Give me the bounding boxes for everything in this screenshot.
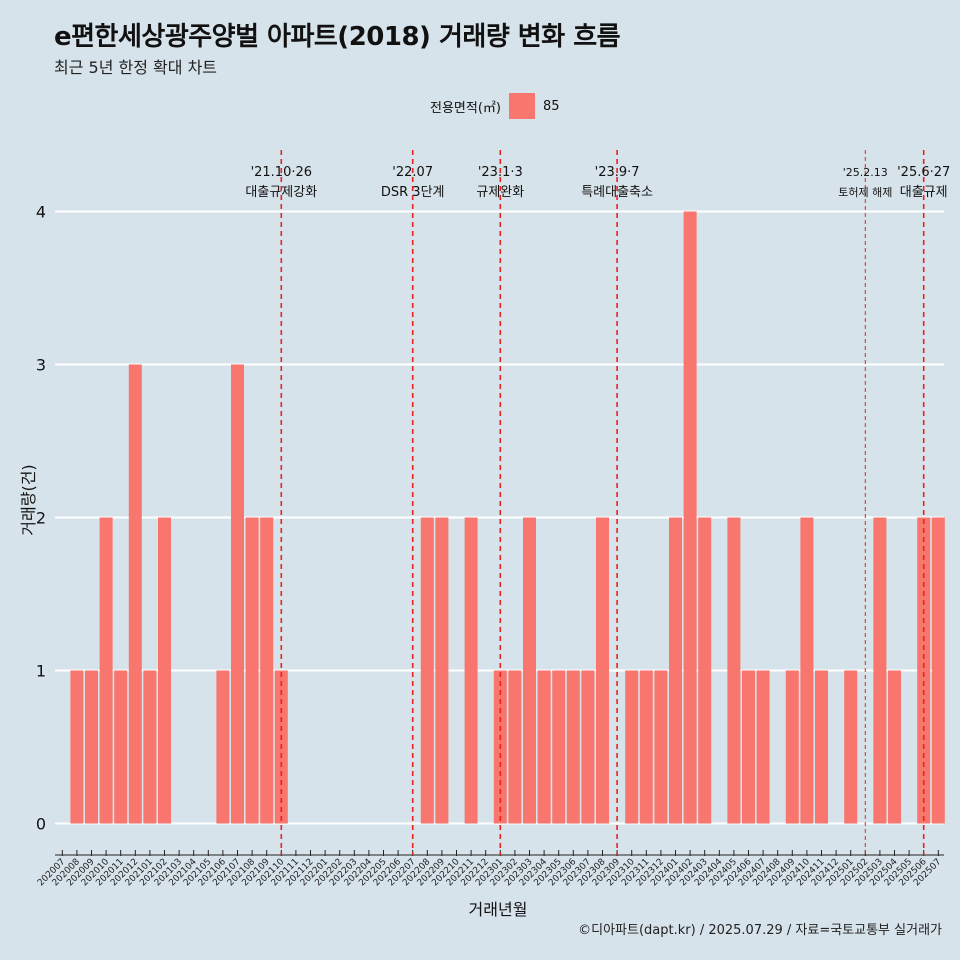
annotation-label: '21.10·26 [251, 165, 312, 180]
chart-subtitle: 최근 5년 한정 확대 차트 [54, 58, 218, 77]
bar [639, 670, 653, 824]
y-axis-title: 거래량(건) [19, 464, 38, 535]
bar [537, 670, 551, 824]
bar [815, 670, 828, 824]
annotation-label: 대출규제강화 [245, 185, 317, 200]
bar [128, 364, 142, 824]
bar [669, 517, 682, 824]
bar [785, 670, 799, 824]
bar [581, 670, 595, 824]
legend-swatch [508, 93, 535, 119]
bar [742, 670, 755, 824]
bar [625, 670, 639, 824]
bar [508, 670, 522, 824]
bar [245, 517, 259, 824]
bar [231, 364, 244, 824]
bar [800, 517, 814, 824]
annotation-label: 특례대출축소 [581, 185, 653, 200]
bar [844, 670, 858, 824]
bar [114, 670, 128, 824]
bar [552, 670, 566, 824]
annotation-label: '23.9·7 [595, 165, 640, 180]
annotation-label: 토허제 해제 [838, 185, 892, 199]
bar [464, 517, 478, 824]
annotation-label: 대출규제 [900, 185, 948, 200]
bar [435, 517, 449, 824]
annotation-label: '25.2.13 [843, 166, 888, 179]
bar [143, 670, 157, 824]
y-tick-label: 2 [36, 509, 46, 528]
annotation-label: 규제완화 [476, 185, 524, 200]
bar [260, 517, 274, 824]
bar [727, 517, 741, 824]
bar [420, 517, 434, 824]
legend-item-label: 85 [542, 98, 560, 114]
annotation-label: '25.6·27 [897, 165, 950, 180]
x-axis-title: 거래년월 [469, 900, 528, 919]
legend-title: 전용면적(㎡) [430, 100, 501, 116]
bar [158, 517, 171, 824]
y-tick-label: 4 [36, 203, 46, 222]
annotation-label: DSR 3단계 [381, 185, 445, 200]
bar [698, 517, 712, 824]
bar [756, 670, 770, 824]
annotation-label: '23.1·3 [478, 165, 523, 180]
y-tick-label: 1 [36, 662, 46, 681]
bar [873, 517, 887, 824]
bar [654, 670, 668, 824]
chart-title: e편한세상광주양벌 아파트(2018) 거래량 변화 흐름 [54, 22, 621, 52]
bar [85, 670, 98, 824]
bar [70, 670, 84, 824]
bar [99, 517, 113, 824]
legend: 전용면적(㎡) 85 [430, 93, 560, 119]
bar [566, 670, 580, 824]
bar [216, 670, 230, 824]
bar [683, 211, 697, 824]
annotation-label: '22.07 [392, 165, 433, 180]
bar [917, 517, 931, 824]
bar [931, 517, 945, 824]
bar [523, 517, 536, 824]
bar [596, 517, 609, 824]
source-caption: ©디아파트(dapt.kr) / 2025.07.29 / 자료=국토교통부 실… [578, 923, 942, 938]
bar [888, 670, 901, 824]
y-tick-label: 3 [36, 356, 46, 375]
y-tick-label: 0 [36, 815, 46, 834]
